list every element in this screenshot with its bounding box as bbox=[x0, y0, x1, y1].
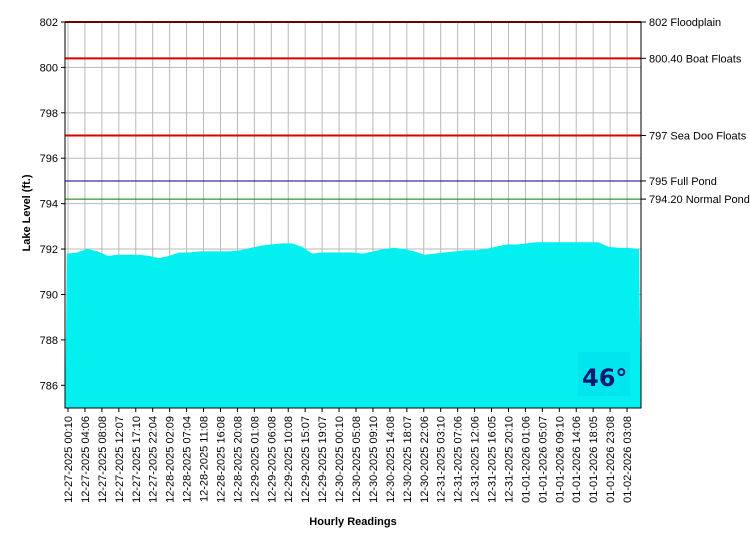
x-tick-label: 12-29-2025 06:08 bbox=[266, 416, 278, 503]
y-tick-label: 802 bbox=[40, 17, 58, 29]
x-tick-label: 12-30-2025 09:10 bbox=[368, 416, 380, 503]
x-axis-ticks: 12-27-2025 00:10 12-27-2025 04:06 12-27-20… bbox=[63, 408, 634, 503]
x-tick-label: 12-28-2025 11:08 bbox=[199, 416, 211, 502]
temperature-badge: 46° bbox=[578, 352, 630, 396]
reference-label: 802 Floodplain bbox=[649, 17, 721, 29]
reference-lines: 802 Floodplain 800.40 Boat Floats 797 Sea … bbox=[65, 17, 750, 206]
x-tick-label: 12-28-2025 20:08 bbox=[232, 416, 244, 503]
y-tick-label: 800 bbox=[40, 62, 58, 74]
x-tick-label: 12-27-2025 00:10 bbox=[63, 416, 75, 503]
x-tick-label: 12-28-2025 07:04 bbox=[182, 416, 194, 503]
x-tick-label: 01-01-2026 23:08 bbox=[605, 416, 617, 503]
x-tick-label: 12-30-2025 22:06 bbox=[419, 416, 431, 503]
y-tick-label: 798 bbox=[40, 108, 58, 120]
y-tick-label: 796 bbox=[40, 153, 58, 165]
x-tick-label: 12-29-2025 01:08 bbox=[249, 416, 261, 503]
x-tick-label: 12-27-2025 08:08 bbox=[97, 416, 109, 503]
x-tick-label: 12-31-2025 16:05 bbox=[487, 416, 499, 503]
y-tick-label: 794 bbox=[40, 199, 58, 211]
x-tick-label: 12-30-2025 14:08 bbox=[385, 416, 397, 503]
x-tick-label: 12-30-2025 00:10 bbox=[334, 416, 346, 503]
x-tick-label: 12-31-2025 03:10 bbox=[436, 416, 448, 503]
x-tick-label: 12-27-2025 22:04 bbox=[148, 416, 160, 503]
x-tick-label: 12-30-2025 18:07 bbox=[402, 416, 414, 503]
x-tick-label: 12-27-2025 04:06 bbox=[80, 416, 92, 503]
x-tick-label: 01-02-2026 03:08 bbox=[622, 416, 634, 503]
x-tick-label: 12-29-2025 19:07 bbox=[317, 416, 329, 503]
x-tick-label: 12-28-2025 02:09 bbox=[165, 416, 177, 503]
x-axis-title: Hourly Readings bbox=[309, 516, 396, 528]
x-tick-label: 12-29-2025 10:08 bbox=[283, 416, 295, 503]
x-tick-label: 12-27-2025 12:07 bbox=[114, 416, 126, 503]
y-tick-label: 790 bbox=[40, 289, 58, 301]
hourly-reading-bars bbox=[66, 242, 640, 408]
x-tick-label: 01-01-2026 18:05 bbox=[588, 416, 600, 503]
x-tick-label: 12-30-2025 05:08 bbox=[351, 416, 363, 503]
x-tick-label: 12-27-2025 17:10 bbox=[131, 416, 143, 503]
x-tick-label: 12-31-2025 20:10 bbox=[503, 416, 515, 503]
temperature-badge-bg bbox=[578, 352, 630, 396]
y-axis-ticks: 786 788 790 792 794 796 798 800 802 bbox=[40, 17, 65, 392]
y-axis-title: Lake Level (ft.) bbox=[21, 174, 33, 251]
reference-label: 797 Sea Doo Floats bbox=[649, 131, 747, 143]
x-tick-label: 12-31-2025 07:06 bbox=[453, 416, 465, 503]
reference-label: 795 Full Pond bbox=[649, 176, 717, 188]
plot-frame bbox=[64, 21, 642, 409]
x-tick-label: 01-01-2026 01:06 bbox=[520, 416, 532, 503]
x-tick-label: 01-01-2026 05:07 bbox=[537, 416, 549, 503]
temperature-label: 46° bbox=[582, 364, 627, 392]
x-tick-label: 12-29-2025 15:07 bbox=[300, 416, 312, 503]
reference-label: 800.40 Boat Floats bbox=[649, 53, 742, 65]
y-tick-label: 788 bbox=[40, 335, 58, 347]
y-tick-label: 792 bbox=[40, 244, 58, 256]
x-tick-label: 12-31-2025 12:06 bbox=[470, 416, 482, 503]
x-tick-label: 12-28-2025 16:08 bbox=[215, 416, 227, 503]
reference-label: 794.20 Normal Pond bbox=[649, 194, 750, 206]
x-tick-label: 01-01-2026 14:06 bbox=[571, 416, 583, 503]
x-tick-label: 01-01-2026 09:10 bbox=[554, 416, 566, 503]
y-tick-label: 786 bbox=[40, 380, 58, 392]
